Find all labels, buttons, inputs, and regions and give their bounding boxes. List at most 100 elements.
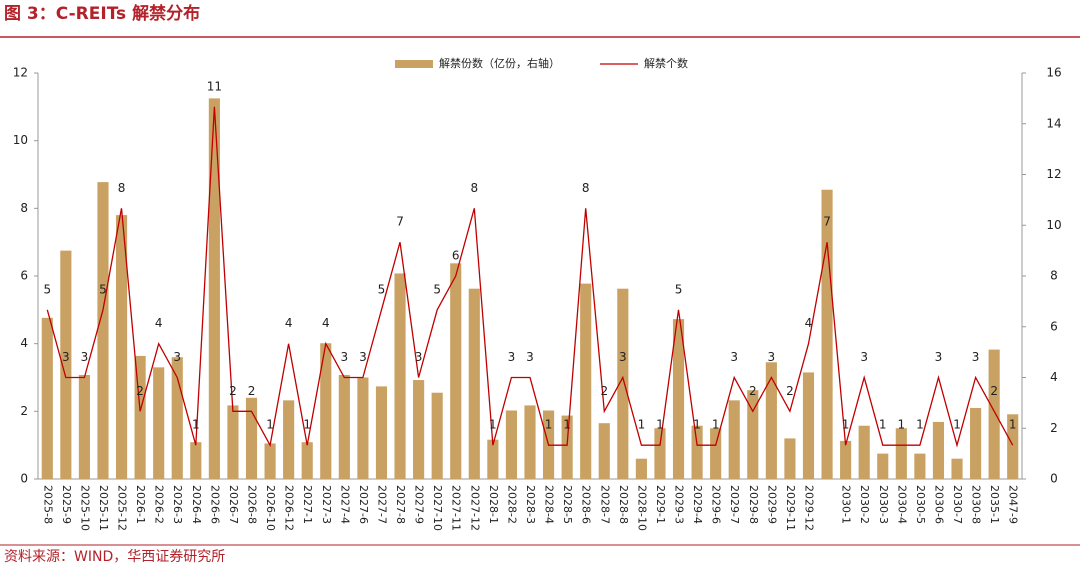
data-label: 1 [266, 418, 274, 432]
data-label: 2 [990, 384, 998, 398]
data-label: 3 [619, 350, 627, 364]
data-label: 3 [62, 350, 70, 364]
x-tick-label: 2028-2 [505, 485, 518, 524]
bar [988, 349, 1000, 479]
x-tick-label: 2030-5 [914, 485, 927, 524]
bar [858, 425, 870, 479]
bar [765, 362, 777, 479]
y2-tick-label: 2 [1050, 421, 1058, 435]
x-tick-label: 2028-7 [598, 485, 611, 524]
x-tick-label: 2029-9 [765, 485, 778, 524]
y2-tick-label: 6 [1050, 319, 1058, 333]
data-label: 1 [953, 418, 961, 432]
y-tick-label: 6 [20, 269, 28, 283]
y-tick-label: 2 [20, 404, 28, 418]
data-label: 5 [675, 282, 683, 296]
bar [245, 397, 258, 479]
x-tick-label: 2028-8 [617, 485, 630, 524]
y2-tick-label: 0 [1050, 472, 1058, 486]
bar [208, 98, 220, 479]
y2-tick-label: 8 [1050, 269, 1058, 283]
x-tick-label: 2028-1 [487, 485, 500, 524]
bar [301, 442, 313, 479]
x-tick-label: 2035-1 [988, 485, 1001, 524]
x-tick-label: 2030-1 [840, 485, 853, 524]
line [46, 106, 1014, 448]
x-tick-label: 2026-6 [208, 485, 221, 524]
y2-tick-label: 16 [1046, 66, 1061, 80]
y-tick-label: 8 [20, 201, 28, 215]
bar [468, 288, 480, 479]
x-tick-label: 2026-7 [227, 485, 240, 524]
y-tick-label: 12 [13, 66, 28, 80]
data-label: 2 [786, 384, 794, 398]
legend-label: 解禁份数（亿份，右轴） [439, 56, 560, 70]
data-label: 4 [155, 316, 163, 330]
x-tick-label: 2029-7 [728, 485, 741, 524]
bar [320, 343, 332, 479]
x-tick-label: 2026-8 [246, 485, 259, 524]
data-label: 1 [712, 418, 720, 432]
bar [375, 386, 388, 479]
data-label: 1 [879, 418, 887, 432]
x-tick-label: 2027-7 [375, 485, 388, 524]
bar [598, 423, 610, 479]
data-label: 5 [433, 282, 441, 296]
data-label: 11 [207, 79, 222, 93]
bar [487, 439, 499, 479]
x-tick-label: 2029-1 [654, 485, 667, 524]
data-label: 1 [489, 418, 497, 432]
bar [691, 425, 703, 479]
bar [802, 372, 815, 479]
bar [227, 405, 239, 479]
y-tick-label: 0 [20, 472, 28, 486]
bar [264, 443, 276, 479]
bar [97, 182, 109, 480]
bar [914, 453, 926, 479]
chart-title: 图 3：C-REITs 解禁分布 [4, 3, 200, 24]
bar [821, 189, 833, 479]
y2-tick-label: 12 [1046, 167, 1061, 181]
data-label: 3 [415, 350, 423, 364]
data-label: 1 [192, 418, 200, 432]
data-label: 1 [1009, 418, 1017, 432]
bar [190, 442, 202, 479]
x-tick-label: 2025-9 [60, 485, 73, 524]
x-tick-label: 2030-2 [858, 485, 871, 524]
data-label: 1 [638, 418, 646, 432]
bar [710, 428, 722, 479]
x-tick-label: 2029-6 [710, 485, 723, 524]
x-tick-label: 2029-4 [691, 485, 704, 524]
data-label: 8 [470, 181, 478, 195]
x-tick-label: 2029-3 [673, 485, 686, 524]
data-label: 6 [452, 249, 460, 263]
x-tick-label: 2026-2 [153, 485, 166, 524]
x-tick-label: 2030-7 [951, 485, 964, 524]
source: 资料来源：WIND，华西证券研究所 [4, 549, 225, 565]
data-label: 4 [805, 316, 813, 330]
bar [171, 357, 183, 479]
x-tick-label: 2026-10 [264, 485, 277, 531]
data-label: 8 [582, 181, 590, 195]
x-tick-label: 2028-5 [561, 485, 574, 524]
legend-label: 解禁个数 [644, 56, 688, 70]
data-label: 7 [823, 215, 831, 229]
x-tick-label: 2026-1 [134, 485, 147, 524]
bar [450, 263, 462, 479]
bar [932, 421, 945, 479]
x-tick-label: 2027-3 [320, 485, 333, 524]
data-label: 2 [248, 384, 256, 398]
bar [134, 355, 146, 479]
x-tick-label: 2030-3 [877, 485, 890, 524]
bar [153, 367, 165, 479]
x-tick-label: 2025-10 [78, 485, 91, 531]
x-tick-label: 2030-4 [895, 485, 908, 524]
data-label: 3 [508, 350, 516, 364]
bar [617, 288, 629, 479]
data-label: 3 [359, 350, 367, 364]
x-tick-label: 2029-11 [784, 485, 797, 531]
x-tick-label: 2029-12 [802, 485, 815, 531]
data-label: 1 [693, 418, 701, 432]
y2-tick-label: 4 [1050, 370, 1058, 384]
y2-tick-label: 14 [1046, 116, 1061, 130]
